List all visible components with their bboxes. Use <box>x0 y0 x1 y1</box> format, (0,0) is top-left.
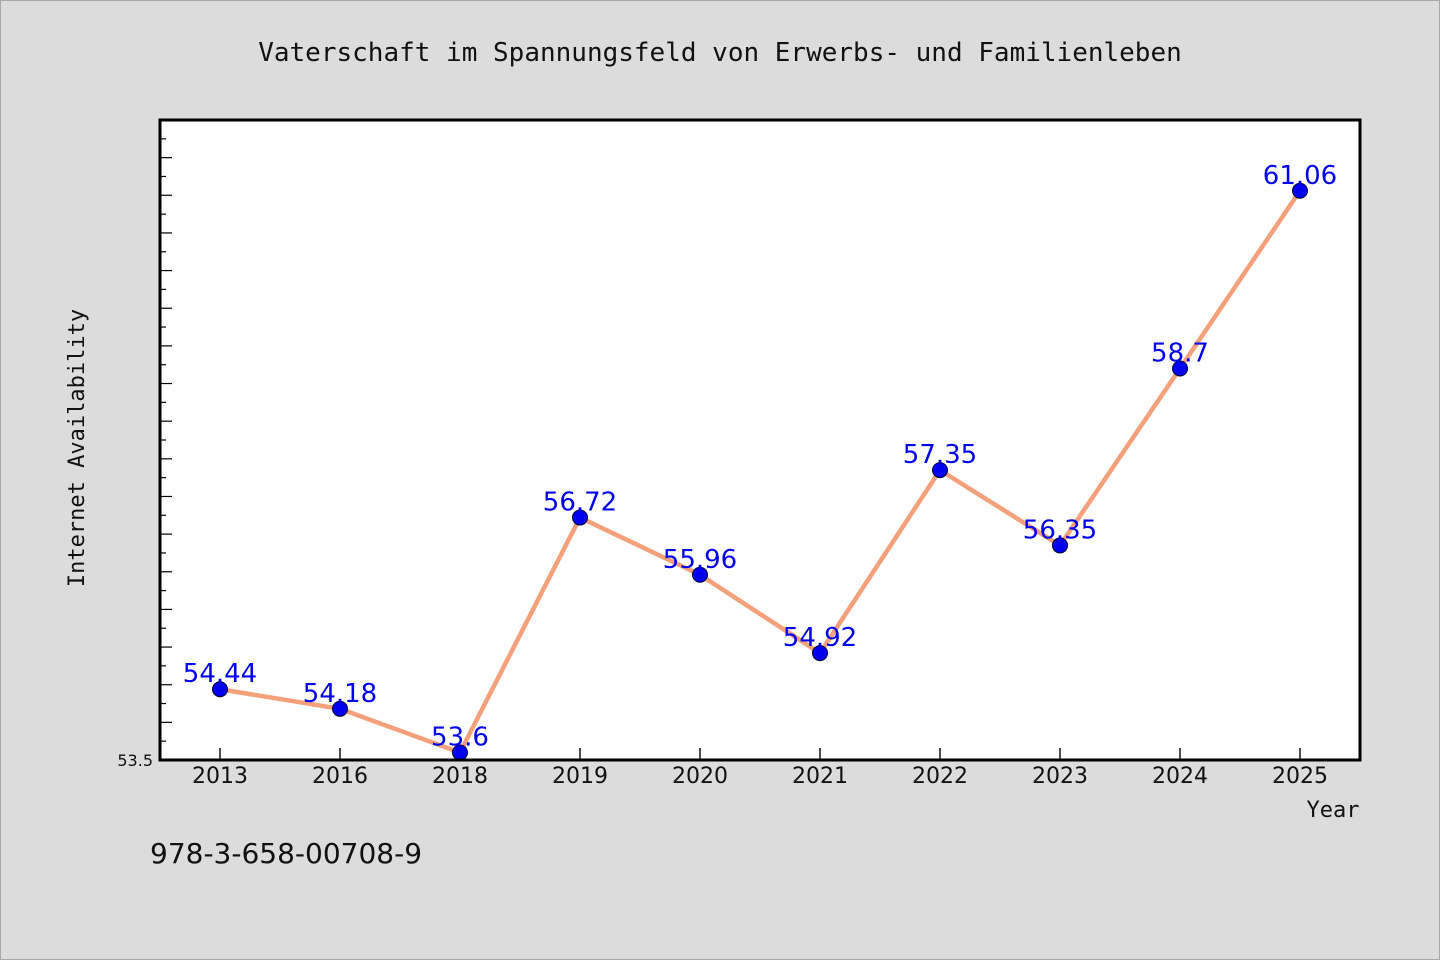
data-label-2024: 58.7 <box>1151 338 1209 368</box>
x-tick-label-2022: 2022 <box>912 764 968 789</box>
data-point-2020 <box>692 566 708 583</box>
data-point-2013 <box>212 681 228 698</box>
y-axis-label: Internet Availability <box>65 309 90 587</box>
data-label-2016: 54.18 <box>303 679 377 709</box>
data-point-2025 <box>1292 182 1308 199</box>
x-tick-label-2019: 2019 <box>552 764 608 789</box>
x-tick-label-2013: 2013 <box>192 764 248 789</box>
data-label-2019: 56.72 <box>543 488 617 518</box>
data-label-2021: 54.92 <box>783 623 857 653</box>
data-point-2024 <box>1172 360 1188 377</box>
series-line <box>217 188 1303 755</box>
data-label-2018: 53.6 <box>431 722 489 752</box>
x-tick-label-2025: 2025 <box>1272 764 1328 789</box>
data-point-2016 <box>332 700 348 717</box>
isbn-footer: 978-3-658-00708-9 <box>150 837 422 870</box>
y-tick-label-min: 53.5 <box>117 751 153 770</box>
x-tick-label-2024: 2024 <box>1152 764 1208 789</box>
data-point-2021 <box>812 645 828 662</box>
x-tick-label-2023: 2023 <box>1032 764 1088 789</box>
data-point-2023 <box>1052 537 1068 554</box>
data-label-layer: 54.44 54.18 53.6 56.72 55.96 54.92 57.35 56.35 5… <box>183 161 1337 753</box>
data-label-2025: 61.06 <box>1263 161 1337 191</box>
plot-border <box>158 118 1362 762</box>
data-label-2013: 54.44 <box>183 659 257 689</box>
x-tick-label-2021: 2021 <box>792 764 848 789</box>
x-tick-label-2016: 2016 <box>312 764 368 789</box>
plot-area <box>160 120 1360 760</box>
x-tick-label-2018: 2018 <box>432 764 488 789</box>
data-label-2020: 55.96 <box>663 545 737 575</box>
series-layer <box>212 182 1308 761</box>
x-axis-ticks: 2013 2016 2018 2019 2020 2021 2022 2023 2024 2025 <box>192 748 1328 789</box>
data-label-2023: 56.35 <box>1023 515 1097 545</box>
chart-title: Vaterschaft im Spannungsfeld von Erwerbs… <box>258 38 1182 68</box>
data-point-2019 <box>572 509 588 526</box>
x-tick-label-2020: 2020 <box>672 764 728 789</box>
data-label-2022: 57.35 <box>903 440 977 470</box>
x-axis-label: Year <box>1307 798 1360 823</box>
data-point-2022 <box>932 462 948 479</box>
